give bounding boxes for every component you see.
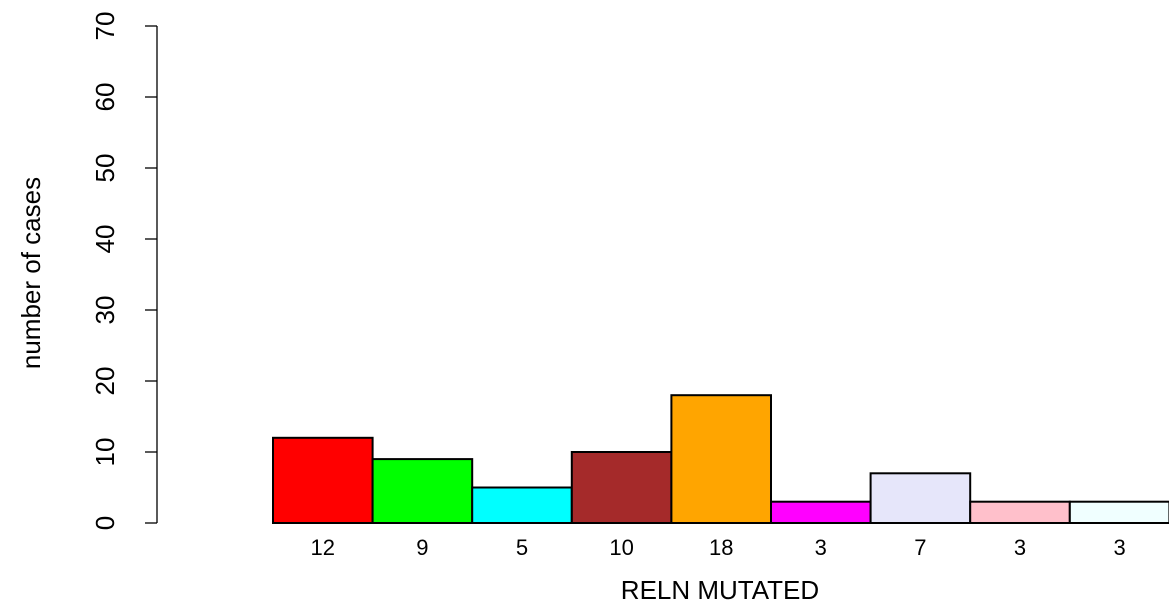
- y-tick-label: 30: [90, 296, 120, 325]
- y-axis-title: number of cases: [16, 177, 46, 369]
- bars-group: [272, 394, 1169, 525]
- y-tick-label: 40: [90, 225, 120, 254]
- x-tick-label: 18: [709, 535, 733, 560]
- x-tick-label: 3: [1113, 535, 1125, 560]
- bar-1: [272, 436, 374, 524]
- y-tick-label: 60: [90, 83, 120, 112]
- y-tick-label: 50: [90, 154, 120, 183]
- y-tick-label: 70: [90, 12, 120, 41]
- bar-3: [471, 486, 573, 524]
- bar-4: [570, 451, 673, 524]
- x-tick-label: 3: [1014, 535, 1026, 560]
- bar-5: [670, 394, 773, 525]
- y-tick-label: 10: [90, 438, 120, 467]
- x-tick-label: 3: [815, 535, 827, 560]
- bar-2: [371, 458, 474, 525]
- bar-9: [1068, 500, 1169, 525]
- x-tick-label: 12: [311, 535, 335, 560]
- y-axis: 0 10 20 30 40 50 60 70: [90, 12, 158, 530]
- x-tick-labels: 12 9 5 10 18 3 7 3 3: [311, 535, 1126, 560]
- bar-7: [869, 472, 972, 524]
- y-tick-label: 0: [90, 516, 120, 530]
- x-axis-title: RELN MUTATED: [621, 575, 819, 605]
- x-tick-label: 9: [416, 535, 428, 560]
- bar-6: [770, 500, 872, 525]
- x-tick-label: 10: [609, 535, 633, 560]
- y-tick-label: 20: [90, 367, 120, 396]
- x-tick-label: 5: [516, 535, 528, 560]
- x-tick-label: 7: [914, 535, 926, 560]
- bar-8: [969, 500, 1071, 525]
